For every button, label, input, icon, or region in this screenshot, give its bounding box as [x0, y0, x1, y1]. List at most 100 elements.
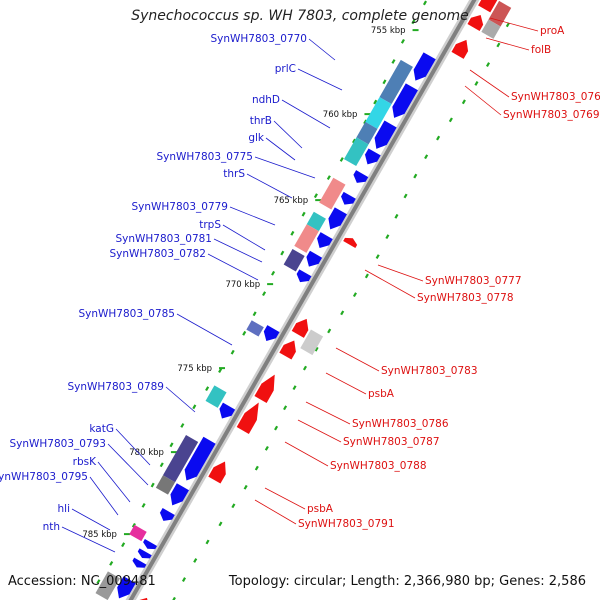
skew-dot-outer [313, 193, 318, 199]
skew-dot-inner [436, 135, 441, 141]
skew-dot-outer [192, 404, 197, 410]
skew-dot-outer [96, 579, 101, 585]
skew-dot-outer [230, 349, 235, 355]
forward-gene-label: nth [43, 521, 60, 533]
reverse-gene [343, 237, 358, 248]
forward-gene-label: SynWH7803_0781 [115, 233, 212, 245]
topology-text: Topology: circular; Length: 2,366,980 bp… [228, 574, 586, 589]
forward-gene [184, 436, 216, 481]
skew-dot-outer [339, 157, 344, 162]
backbone-line [128, 0, 477, 600]
skew-dot-inner [292, 385, 297, 391]
skew-dot-inner [340, 310, 345, 316]
forward-leader-line [71, 508, 111, 531]
cog-feature-block [129, 524, 147, 542]
reverse-gene [208, 461, 226, 484]
cog-feature-block [283, 249, 305, 272]
cog-feature-block [294, 224, 319, 253]
reverse-leader-line [464, 85, 502, 116]
reverse-gene-label: SynWH7803_0791 [298, 518, 395, 530]
forward-leader-line [213, 238, 263, 263]
cog-feature-block [356, 121, 378, 145]
forward-leader-line [176, 313, 233, 346]
forward-gene [117, 576, 136, 599]
forward-leader-line [222, 224, 266, 251]
skew-dot-inner [172, 596, 176, 600]
skew-dot-outer [109, 560, 114, 566]
forward-leader-line [107, 443, 149, 486]
skew-dot-outer [131, 522, 136, 528]
skew-dot-inner [274, 425, 279, 431]
cog-feature-block [306, 211, 326, 232]
reverse-gene-label: folB [531, 44, 551, 56]
gene-track [95, 0, 512, 600]
genome-backbone [125, 0, 480, 600]
ruler-label: 775 kbp [177, 364, 212, 374]
skew-dot-outer [363, 119, 368, 125]
reverse-cog-block [300, 329, 324, 356]
skew-dot-inner [413, 173, 418, 179]
skew-dot-inner [231, 503, 236, 509]
cog-feature-block [319, 177, 346, 210]
reverse-leader-line [469, 69, 510, 98]
skew-dot-inner [218, 521, 223, 527]
reverse-gene [478, 0, 498, 13]
forward-leader-line [297, 68, 343, 91]
skew-dot-inner [474, 81, 479, 86]
forward-leader-line [265, 137, 296, 161]
reverse-leader-line [335, 347, 380, 372]
forward-gene-label: thrS [223, 168, 245, 180]
skew-dot-outer [271, 270, 276, 276]
skew-dot-outer [382, 79, 387, 85]
reverse-gene [291, 318, 309, 338]
gene-labels: SynWH7803_0770 prlC ndhD thrB glk SynWH7803_0… [0, 25, 600, 533]
reverse-gene [451, 39, 469, 59]
forward-gene-label: SynWH7803_0779 [131, 201, 228, 213]
forward-leader-line [281, 99, 331, 129]
skew-dot-outer [121, 542, 126, 548]
forward-gene [353, 170, 369, 183]
skew-dot-outer [180, 423, 185, 428]
reverse-gene-label: SynWH7803_0769 [503, 109, 600, 121]
forward-gene [263, 325, 280, 342]
ruler-label: 765 kbp [274, 196, 309, 206]
skew-dot-outer [411, 19, 416, 25]
skew-dot-outer [280, 250, 285, 256]
skew-dot-inner [181, 577, 187, 582]
reverse-leader-line [364, 269, 416, 299]
forward-gene [159, 508, 175, 521]
reverse-cog-block [481, 19, 501, 39]
skew-dot-outer [218, 368, 223, 373]
skew-dot-outer [159, 462, 164, 468]
forward-leader-line [273, 120, 303, 149]
reverse-gene-label: SynWH7803_0788 [330, 460, 427, 472]
reverse-leader-line [305, 401, 351, 425]
reverse-cog-block [488, 0, 512, 27]
skew-dot-inner [264, 445, 269, 451]
cog-feature-block [162, 435, 199, 483]
skew-dot-inner [403, 193, 408, 199]
skew-dot-outer [422, 0, 428, 6]
skew-dot-outer [373, 99, 378, 105]
forward-leader-line [165, 386, 196, 413]
ruler: 755 kbp 760 kbp 765 kbp 770 kbp 775 kbp 780 k… [82, 26, 419, 540]
reverse-gene-label: SynWH7803_0778 [417, 292, 514, 304]
reverse-gene-label: proA [540, 25, 565, 37]
cog-feature-block [246, 320, 264, 337]
forward-gene [219, 402, 236, 419]
forward-gene-label: thrB [250, 115, 272, 127]
reverse-leader-line [264, 487, 306, 510]
ruler-label: 760 kbp [323, 110, 358, 120]
cog-feature-block [365, 97, 392, 129]
forward-gene-label: SynWH7803_0775 [156, 151, 253, 163]
forward-gene [170, 483, 189, 506]
forward-gene [296, 269, 312, 283]
forward-gene-label: katG [89, 423, 114, 435]
skew-dot-outer [205, 386, 210, 392]
skew-dot-inner [461, 99, 466, 105]
reverse-gene-label: SynWH7803_0787 [343, 436, 440, 448]
reverse-gene [279, 340, 296, 360]
gc-skew-track [96, 0, 510, 600]
forward-gene [306, 250, 323, 267]
